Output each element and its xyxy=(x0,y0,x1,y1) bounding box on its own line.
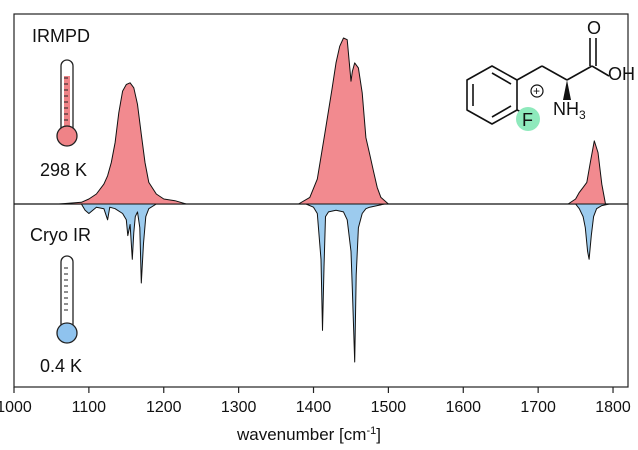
fluorine-highlight xyxy=(516,107,540,131)
series-cryo-ir-area xyxy=(80,203,610,363)
molecule-structure xyxy=(466,38,610,125)
series-irmpd-area xyxy=(58,37,606,205)
carbonyl-oxygen-label: O xyxy=(587,18,601,38)
x-axis-label-exponent: -1 xyxy=(366,425,377,437)
x-tick-label: 1200 xyxy=(146,399,182,416)
x-tick-label: 1800 xyxy=(595,399,631,416)
charge-symbol: + xyxy=(533,84,540,98)
stereo-wedge xyxy=(563,80,571,100)
fluorine-label: F xyxy=(522,110,533,130)
x-tick-label: 1700 xyxy=(520,399,556,416)
x-axis-label-close: ] xyxy=(376,425,381,444)
x-axis-label-text: wavenumber [cm xyxy=(237,425,367,444)
amine-text: NH xyxy=(553,99,579,119)
cryo-label: Cryo IR xyxy=(30,225,92,245)
cold-thermometer-icon xyxy=(56,255,78,344)
x-tick-label: 1000 xyxy=(0,399,32,416)
hydroxyl-label: OH xyxy=(608,64,635,84)
x-axis-ticks: 1000 1100 1200 1300 1400 1500 1600 1700 1800 xyxy=(0,387,631,416)
x-tick-label: 1100 xyxy=(72,399,107,416)
x-tick-label: 1300 xyxy=(221,399,257,416)
plot-frame xyxy=(13,13,629,388)
irmpd-label: IRMPD xyxy=(32,26,90,46)
x-tick-label: 1400 xyxy=(296,399,332,416)
hot-thermometer-icon xyxy=(56,59,78,147)
amine-subscript: 3 xyxy=(579,108,586,122)
x-axis-label: wavenumber [cm-1] xyxy=(237,425,381,445)
irmpd-temperature: 298 K xyxy=(40,160,88,180)
amine-label: NH3 xyxy=(553,99,586,122)
x-tick-label: 1500 xyxy=(371,399,407,416)
cryo-temperature: 0.4 K xyxy=(40,356,83,376)
x-tick-label: 1600 xyxy=(445,399,481,416)
series-layer xyxy=(58,37,610,363)
